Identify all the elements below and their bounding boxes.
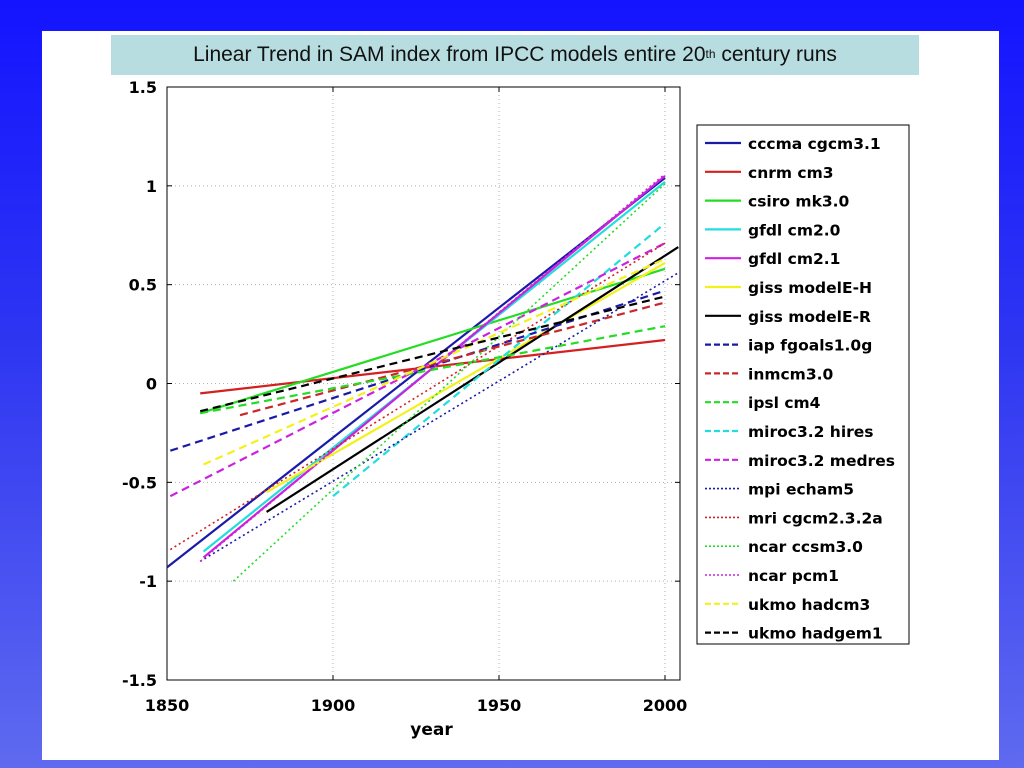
series-line-ukmo-hadgem1 <box>199 295 666 413</box>
x-tick-label: 2000 <box>643 696 688 715</box>
series-line-csiro-mk3-0 <box>199 267 666 415</box>
y-tick-label: -0.5 <box>122 473 157 492</box>
y-tick-label: -1 <box>139 572 157 591</box>
series-line-giss-modele-h <box>266 261 666 494</box>
y-tick-label: 0 <box>146 375 157 394</box>
series-line-mri-cgcm2-3-2a <box>169 242 666 551</box>
y-tick-label: 1.5 <box>129 78 157 97</box>
series-line-ukmo-hadcm3 <box>203 257 666 466</box>
y-tick-label: 1 <box>146 177 157 196</box>
series-line-ipsl-cm4 <box>199 325 666 415</box>
series-line-miroc3-2-hires <box>332 222 666 498</box>
y-tick-label: 0.5 <box>129 276 157 295</box>
legend-entry: cnrm cm3 <box>748 164 834 182</box>
legend-entry: gfdl cm2.0 <box>748 221 841 239</box>
legend: cccma cgcm3.1 cnrm cm3 csiro mk3.0 gfdl cm2… <box>696 124 910 645</box>
chart-title: Linear Trend in SAM index from IPCC mode… <box>111 35 919 75</box>
legend-entry: ukmo hadcm3 <box>748 596 870 614</box>
chart-title-superscript: th <box>705 47 716 61</box>
grid <box>166 86 680 681</box>
legend-box <box>696 124 910 645</box>
x-tick-label: 1950 <box>477 696 522 715</box>
series-line-cccma-cgcm3-1 <box>166 177 666 569</box>
series-line-gfdl-cm2-1 <box>202 175 666 559</box>
chart-title-main: Linear Trend in SAM index from IPCC mode… <box>193 43 706 66</box>
legend-entry: miroc3.2 hires <box>748 423 874 441</box>
series-line-mpi-echam5 <box>199 272 679 563</box>
legend-entry: mri cgcm2.3.2a <box>748 509 883 527</box>
legend-entry: giss modelE-R <box>748 308 871 326</box>
x-axis-label: year <box>410 720 453 740</box>
legend-entry: csiro mk3.0 <box>748 193 850 211</box>
legend-entry: mpi echam5 <box>748 481 854 499</box>
legend-entry: inmcm3.0 <box>748 365 834 383</box>
legend-entry: ncar pcm1 <box>748 567 839 585</box>
legend-entry: ipsl cm4 <box>748 394 821 412</box>
series-line-giss-modele-r <box>266 246 679 513</box>
legend-entry: iap fgoals1.0g <box>748 337 872 355</box>
legend-entry: giss modelE-H <box>748 279 872 297</box>
x-tick-label: 1850 <box>145 696 190 715</box>
legend-entry: ncar ccsm3.0 <box>748 538 863 556</box>
legend-entry: cccma cgcm3.1 <box>748 135 881 153</box>
legend-entry: miroc3.2 medres <box>748 452 895 470</box>
x-tick-label: 1900 <box>311 696 356 715</box>
legend-entry: ukmo hadgem1 <box>748 625 883 643</box>
chart-title-tail: century runs <box>715 43 837 66</box>
legend-entry: gfdl cm2.1 <box>748 250 840 268</box>
series-line-ncar-pcm1 <box>199 173 666 563</box>
y-tick-label: -1.5 <box>122 671 157 690</box>
series-line-inmcm3-0 <box>239 301 666 417</box>
axes <box>166 86 681 681</box>
tick-labels: 1850 1900 1950 2000 -1.5 -1 -0.5 0 0.5 1 1.5 year <box>122 78 687 740</box>
series-lines <box>166 173 679 582</box>
